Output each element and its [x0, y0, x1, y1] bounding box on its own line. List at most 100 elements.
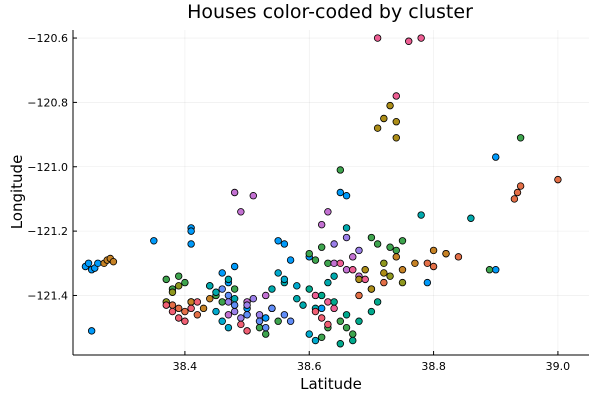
data-point	[380, 259, 388, 267]
data-point	[230, 285, 239, 293]
data-point	[293, 294, 301, 303]
data-point	[237, 314, 245, 322]
data-points	[81, 34, 562, 348]
data-point	[392, 253, 400, 261]
data-point	[380, 114, 388, 123]
data-point	[268, 304, 276, 313]
data-point	[286, 256, 295, 264]
data-point	[193, 298, 202, 306]
data-point	[305, 249, 313, 258]
y-tick-label: −120.8	[27, 96, 68, 109]
data-point	[262, 291, 270, 300]
data-point	[336, 188, 345, 197]
data-point	[330, 272, 338, 280]
data-point	[342, 224, 351, 232]
data-point	[274, 237, 282, 245]
data-point	[230, 294, 239, 303]
data-point	[243, 311, 251, 319]
data-point	[187, 304, 195, 313]
data-point	[330, 298, 338, 306]
data-point	[373, 124, 382, 132]
y-tick-label: −121.0	[27, 161, 68, 174]
data-point	[224, 291, 233, 300]
data-point	[212, 307, 220, 316]
data-point	[355, 275, 363, 284]
data-point	[168, 301, 177, 309]
data-point	[386, 243, 394, 251]
y-tick-label: −121.4	[27, 289, 68, 302]
data-point	[187, 298, 195, 306]
cluster-3-series	[162, 134, 525, 342]
x-tick-label: 38.8	[421, 360, 446, 373]
data-point	[150, 237, 158, 245]
data-point	[367, 233, 376, 242]
data-point	[249, 192, 257, 200]
data-point	[187, 227, 195, 235]
data-point	[243, 301, 251, 309]
data-point	[305, 285, 313, 293]
data-point	[224, 298, 233, 306]
data-point	[230, 301, 239, 309]
data-point	[417, 34, 425, 42]
data-point	[84, 259, 93, 267]
data-point	[485, 266, 494, 274]
data-point	[355, 291, 363, 300]
data-point	[355, 246, 363, 255]
data-point	[317, 314, 326, 322]
data-point	[516, 134, 525, 142]
cluster-11-series	[212, 269, 320, 345]
data-point	[442, 249, 450, 258]
data-point	[373, 34, 382, 42]
data-point	[193, 311, 202, 319]
data-point	[423, 259, 432, 267]
data-point	[181, 317, 189, 325]
data-point	[230, 307, 239, 316]
data-point	[554, 175, 562, 184]
data-point	[317, 304, 326, 313]
data-point	[454, 253, 463, 261]
data-point	[492, 266, 500, 274]
data-point	[324, 320, 332, 329]
data-point	[324, 259, 332, 267]
data-point	[249, 294, 257, 303]
data-point	[274, 317, 282, 325]
data-point	[342, 311, 351, 319]
data-point	[330, 240, 338, 248]
data-point	[206, 282, 214, 290]
data-point	[162, 275, 170, 284]
data-point	[255, 323, 264, 332]
y-tick-label: −120.6	[27, 32, 68, 45]
data-point	[492, 153, 500, 161]
data-point	[224, 275, 233, 284]
data-point	[168, 307, 177, 316]
data-point	[230, 262, 239, 271]
data-point	[280, 311, 289, 319]
data-point	[317, 220, 326, 229]
data-point	[280, 240, 289, 248]
data-point	[361, 275, 369, 284]
data-point	[174, 282, 183, 290]
data-point	[392, 92, 400, 100]
y-axis-label: Longitude	[8, 155, 26, 230]
y-tick-label: −121.2	[27, 225, 68, 238]
data-point	[349, 336, 357, 345]
data-point	[262, 323, 270, 332]
data-point	[311, 256, 320, 264]
data-point	[255, 311, 264, 319]
y-axis-ticks: −121.4 −121.2 −121.0 −120.8 −120.6	[27, 32, 77, 302]
data-point	[398, 266, 407, 274]
data-point	[336, 259, 345, 267]
data-point	[324, 278, 332, 287]
data-point	[224, 323, 233, 332]
data-point	[237, 320, 245, 329]
data-point	[361, 266, 369, 274]
x-axis-label: Latitude	[300, 375, 362, 393]
data-point	[162, 301, 170, 309]
data-point	[237, 208, 245, 216]
data-point	[243, 327, 251, 335]
data-point	[392, 246, 400, 255]
data-point	[317, 291, 326, 300]
data-point	[174, 272, 183, 280]
data-point	[513, 188, 522, 197]
